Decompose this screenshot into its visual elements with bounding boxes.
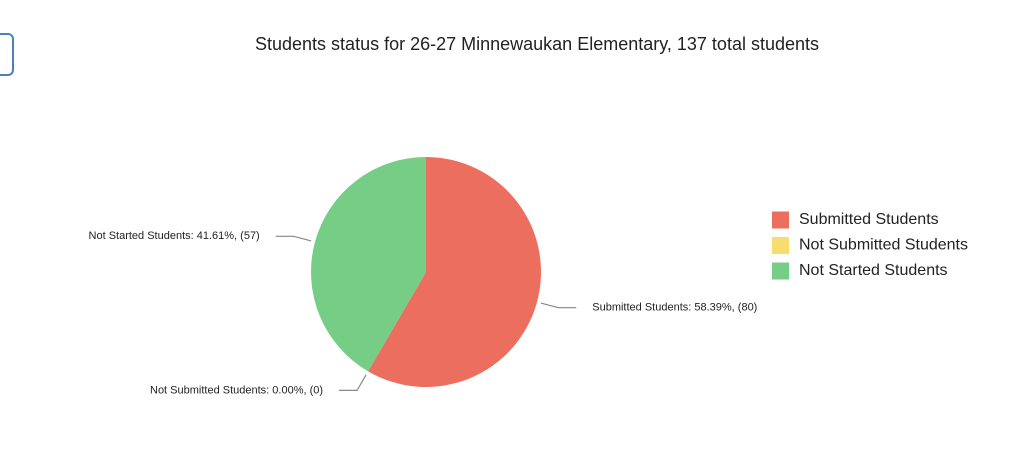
legend-swatch [772, 262, 789, 280]
leader-line [540, 302, 577, 309]
data-label: Not Started Students: 41.61%, (57) [89, 230, 260, 242]
legend-swatch [772, 237, 789, 254]
legend-label: Not Submitted Students [799, 237, 968, 254]
legend-label: Not Started Students [799, 262, 948, 279]
legend-swatch [772, 211, 789, 229]
chart-title: Students status for 26-27 Minnewaukan El… [255, 34, 819, 54]
leader-line [339, 374, 367, 391]
pie-slice [311, 157, 426, 372]
data-label: Not Submitted Students: 0.00%, (0) [150, 384, 323, 396]
leader-line [275, 235, 312, 242]
pie-slice [368, 157, 542, 387]
data-label: Submitted Students: 58.39%, (80) [592, 302, 757, 314]
menu-button[interactable] [0, 33, 14, 76]
legend-label: Submitted Students [799, 211, 939, 228]
